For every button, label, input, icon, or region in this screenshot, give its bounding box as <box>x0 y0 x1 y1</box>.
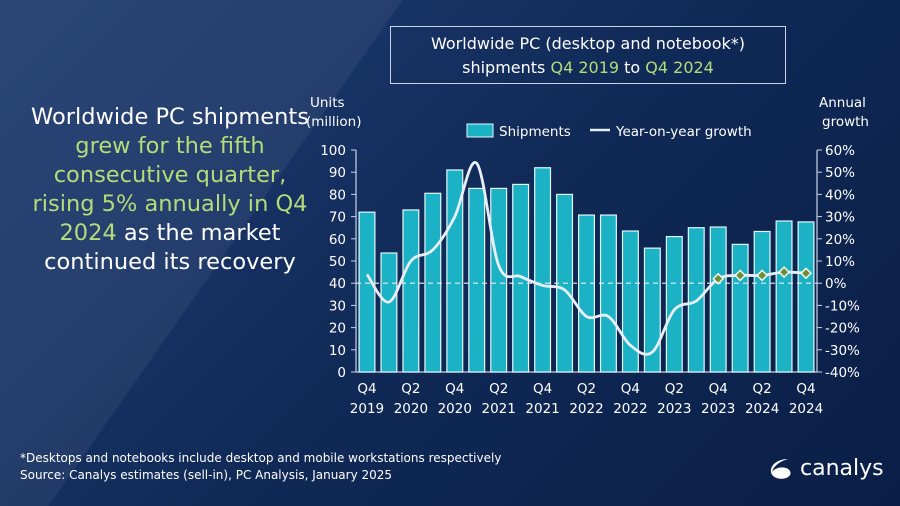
y2-tick-label: 30% <box>825 210 855 226</box>
bar-q4-2021 <box>534 167 552 373</box>
bar-q3-2024 <box>775 220 793 373</box>
source-line: Source: Canalys estimates (sell-in), PC … <box>20 468 393 482</box>
canalys-logo: canalys <box>768 456 884 481</box>
bar-q1-2023 <box>643 247 661 373</box>
logo-text: canalys <box>800 456 884 481</box>
bar-q4-2020 <box>446 169 464 373</box>
x-tick-label: Q4 <box>357 381 376 397</box>
bar-q4-2023 <box>709 226 727 373</box>
chart-title-line1: Worldwide PC (desktop and notebook*) <box>431 34 745 53</box>
bar-q2-2024 <box>753 230 771 373</box>
headline-text: Worldwide PC shipments <box>31 104 309 130</box>
growth-marker <box>778 266 791 279</box>
y2-tick-label: 40% <box>825 187 855 203</box>
x-tick-label: Q2 <box>753 381 772 397</box>
growth-line <box>365 161 807 356</box>
x-tick-label: 2020 <box>438 401 472 417</box>
x-tick-label: 2022 <box>613 401 647 417</box>
x-tick-label: 2023 <box>701 401 735 417</box>
y2-tick-label: 50% <box>825 165 855 181</box>
y2-tick-label: 60% <box>825 143 855 159</box>
growth-marker <box>712 272 725 285</box>
bar-q1-2020 <box>380 252 398 373</box>
canalys-logo-icon <box>770 458 791 479</box>
x-tick-label: 2024 <box>789 401 823 417</box>
title-from: Q4 2019 <box>550 58 620 77</box>
bar-q2-2020 <box>402 209 420 373</box>
bar-q2-2022 <box>577 214 596 373</box>
bar-q3-2022 <box>599 214 617 373</box>
y-tick-label: 90 <box>329 165 346 181</box>
headline-text-end: as the market continued its recovery <box>44 220 296 275</box>
x-tick-label: 2024 <box>745 401 779 417</box>
y-tick-label: 70 <box>329 210 346 226</box>
chart-title-line2: shipments Q4 2019 to Q4 2024 <box>391 56 785 80</box>
x-tick-label: Q2 <box>489 381 508 397</box>
footnote-line1: *Desktops and notebooks include desktop … <box>20 451 502 465</box>
y-tick-label: 60 <box>329 232 346 248</box>
footnote: *Desktops and notebooks include desktop … <box>20 450 501 484</box>
x-tick-label: 2021 <box>525 401 559 417</box>
y-tick-label: 80 <box>329 187 346 203</box>
bar-q2-2021 <box>490 187 508 373</box>
x-tick-label: Q4 <box>445 381 464 397</box>
x-tick-label: 2023 <box>657 401 691 417</box>
x-tick-label: Q4 <box>709 381 728 397</box>
x-tick-label: 2021 <box>482 401 516 417</box>
x-tick-label: Q2 <box>665 381 684 397</box>
bar-q1-2021 <box>468 187 486 373</box>
title-text: to <box>619 58 646 77</box>
y-tick-label: 100 <box>320 143 346 159</box>
bar-q3-2021 <box>512 183 530 373</box>
y-tick-label: 0 <box>337 365 346 381</box>
x-tick-label: Q4 <box>621 381 640 397</box>
y2-tick-label: 20% <box>825 232 855 248</box>
title-to: Q4 2024 <box>645 58 714 77</box>
x-tick-label: Q2 <box>577 381 596 397</box>
y2-axis-title: growth <box>822 114 869 130</box>
y-tick-label: 20 <box>329 321 346 337</box>
legend-label-shipments: Shipments <box>499 124 571 140</box>
y-axis-title: (million) <box>306 114 362 130</box>
x-tick-label: Q2 <box>401 381 420 397</box>
growth-marker <box>734 269 747 282</box>
y2-tick-label: -30% <box>825 343 860 359</box>
growth-marker <box>756 269 769 282</box>
y-tick-label: 30 <box>329 298 346 314</box>
y2-tick-label: 0% <box>825 276 847 292</box>
legend-label-growth: Year-on-year growth <box>615 124 752 140</box>
y2-tick-label: 10% <box>825 254 855 270</box>
headline-highlight: grew for the fifth consecutive quarter, … <box>32 133 308 246</box>
legend-swatch-shipments <box>466 123 494 138</box>
y2-axis-title: Annual <box>819 95 866 111</box>
bar-q4-2019 <box>358 211 376 373</box>
y2-tick-label: -10% <box>825 298 860 314</box>
y-axis-title: Units <box>310 95 345 111</box>
growth-marker <box>800 267 813 280</box>
x-tick-label: Q4 <box>533 381 552 397</box>
y-tick-label: 10 <box>329 343 346 359</box>
chart: 0 10 20 30 40 50 60 70 80 90 100 -40% -30% -20% -10% 0%… <box>306 95 869 417</box>
title-text: shipments <box>462 58 551 77</box>
x-tick-label: Q4 <box>796 381 815 397</box>
chart-title: Worldwide PC (desktop and notebook*) shi… <box>390 26 786 84</box>
y2-tick-label: -20% <box>825 321 860 337</box>
y-tick-label: 50 <box>329 254 346 270</box>
y2-tick-label: -40% <box>825 365 860 381</box>
x-tick-label: 2019 <box>350 401 384 417</box>
headline: Worldwide PC shipments grew for the fift… <box>20 103 320 277</box>
bar-q1-2024 <box>731 243 749 373</box>
x-tick-label: 2020 <box>394 401 428 417</box>
y-tick-label: 40 <box>329 276 346 292</box>
bar-q4-2022 <box>621 230 639 373</box>
x-tick-label: 2022 <box>569 401 603 417</box>
bar-q4-2024 <box>797 221 815 373</box>
